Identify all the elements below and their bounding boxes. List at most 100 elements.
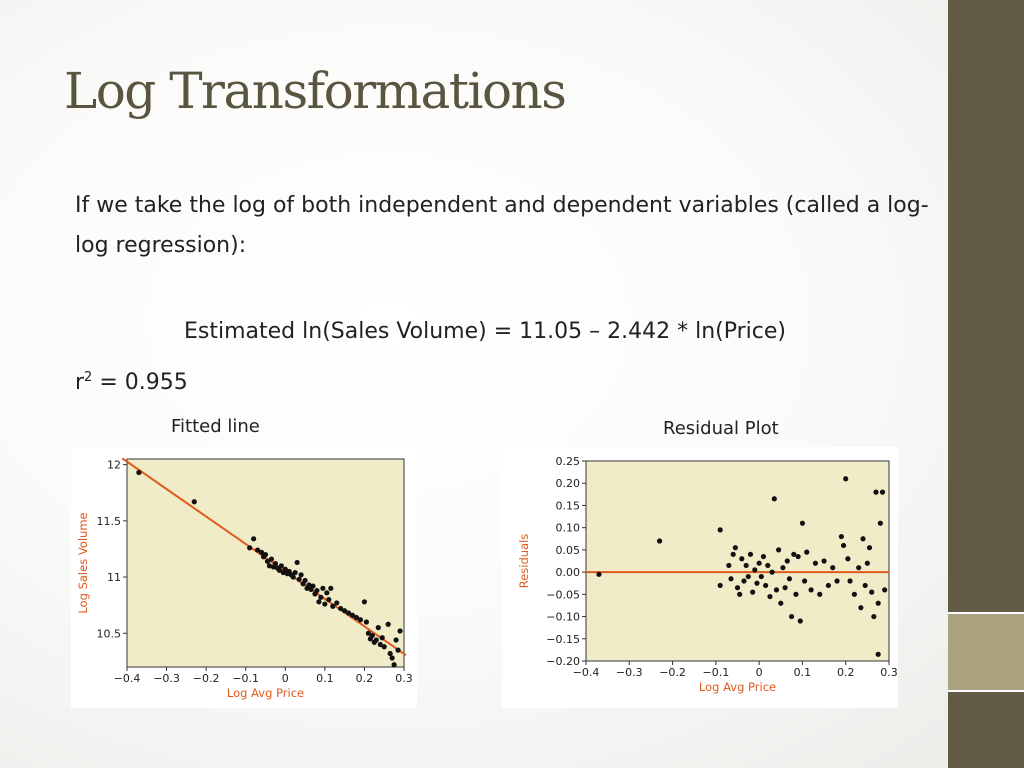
y-tick-label: 10.5 <box>97 627 122 640</box>
data-point <box>342 608 348 614</box>
data-point <box>278 563 284 569</box>
data-point <box>373 637 379 643</box>
data-point <box>858 605 864 611</box>
y-tick-label: 0.25 <box>556 455 581 468</box>
x-tick-label: −0.2 <box>659 666 686 679</box>
data-point <box>778 600 784 606</box>
data-point <box>808 587 814 593</box>
y-tick-label: 11 <box>107 571 121 584</box>
data-point <box>765 562 771 569</box>
slide-title: Log Transformations <box>64 62 567 120</box>
r-squared-value: = 0.955 <box>92 370 188 395</box>
y-axis-label: Log Sales Volume <box>76 512 90 613</box>
data-point <box>264 558 271 564</box>
data-point <box>338 605 344 612</box>
data-point <box>381 644 387 650</box>
y-tick-label: −0.20 <box>546 655 580 668</box>
data-point <box>752 567 758 573</box>
data-point <box>357 617 364 623</box>
data-point <box>760 553 767 560</box>
data-point <box>782 585 788 591</box>
data-point <box>817 591 823 597</box>
plot-area <box>585 460 890 662</box>
data-point <box>860 536 866 542</box>
data-point <box>290 574 296 580</box>
data-point <box>804 549 810 555</box>
data-point <box>391 662 397 668</box>
data-point <box>302 577 308 584</box>
data-point <box>730 551 736 557</box>
residual-plot-chart-svg: −0.4 −0.3 −0.2 −0.1 0 0.1 0.2 0.30.250.200.150.… <box>517 455 898 694</box>
caption-residual-plot: Residual Plot <box>663 418 779 439</box>
data-point <box>656 538 663 544</box>
data-point <box>801 578 808 584</box>
data-point <box>799 520 806 526</box>
data-point <box>294 559 300 566</box>
data-point <box>389 655 395 661</box>
x-tick-label: −0.3 <box>153 672 180 685</box>
data-point <box>877 520 883 526</box>
data-point <box>266 563 273 569</box>
data-point <box>353 614 360 621</box>
data-point <box>254 547 261 553</box>
x-tick-label: −0.4 <box>114 672 141 685</box>
data-point <box>791 551 797 557</box>
data-point <box>349 612 356 618</box>
r-squared-exponent: 2 <box>84 370 93 385</box>
data-point <box>717 582 723 589</box>
sidebar-divider-top <box>948 612 1024 614</box>
data-point <box>747 551 754 557</box>
data-point <box>875 600 881 606</box>
data-point <box>856 565 862 571</box>
data-point <box>326 596 332 603</box>
y-tick-label: 0.15 <box>556 499 581 512</box>
data-point <box>771 496 777 502</box>
sidebar-accent-block <box>948 614 1024 690</box>
data-point <box>767 593 773 600</box>
data-point <box>812 560 819 566</box>
y-axis-label: Residuals <box>517 534 531 589</box>
y-tick-label: 12 <box>107 459 121 472</box>
x-tick-label: 0.2 <box>356 672 374 685</box>
data-point <box>328 585 334 591</box>
data-point <box>784 558 790 564</box>
data-point <box>838 533 844 540</box>
data-point <box>793 591 799 597</box>
data-point <box>732 545 738 551</box>
data-point <box>363 619 370 625</box>
data-point <box>795 553 801 560</box>
x-tick-label: 0.3 <box>880 666 898 679</box>
data-point <box>310 583 316 589</box>
data-point <box>851 591 857 597</box>
caption-fitted-line: Fitted line <box>171 416 260 437</box>
fitted-line-chart: −0.4 −0.3 −0.2 −0.1 0 0.1 0.2 0.3 12 11.5 11 10.5 Lo… <box>71 447 417 708</box>
data-point <box>776 547 782 553</box>
y-tick-label: 0.10 <box>556 522 581 535</box>
data-point <box>739 556 745 562</box>
y-tick-label: 0.00 <box>556 566 581 579</box>
data-point <box>882 587 888 593</box>
data-point <box>298 572 304 578</box>
data-point <box>879 489 886 495</box>
data-point <box>840 542 847 549</box>
data-point <box>262 551 269 558</box>
data-point <box>773 587 780 593</box>
data-point <box>830 565 836 571</box>
x-tick-label: −0.4 <box>573 666 600 679</box>
x-tick-label: 0.1 <box>794 666 812 679</box>
data-point <box>745 573 751 580</box>
data-point <box>864 560 870 566</box>
x-tick-label: 0.1 <box>316 672 334 685</box>
data-point <box>251 536 257 542</box>
data-point <box>324 590 330 596</box>
r-squared-base: r <box>75 370 85 395</box>
y-tick-label: 11.5 <box>97 515 122 528</box>
data-point <box>726 562 732 569</box>
data-point <box>276 567 282 573</box>
data-point <box>754 580 760 586</box>
data-point <box>728 576 734 582</box>
y-tick-label: 0.20 <box>556 477 581 490</box>
fitted-line-chart-svg: −0.4 −0.3 −0.2 −0.1 0 0.1 0.2 0.3 12 11.5 11 10.5 Lo… <box>76 457 413 700</box>
data-point <box>780 565 786 571</box>
data-point <box>365 630 371 636</box>
